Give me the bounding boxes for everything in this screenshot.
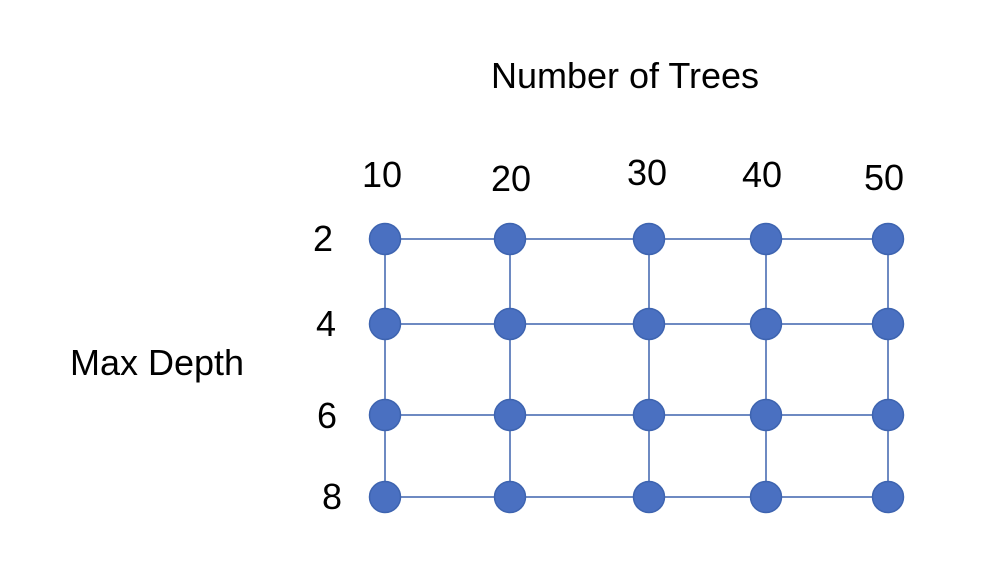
grid-node-trees-40-depth-8 bbox=[749, 480, 783, 514]
column-label-50: 50 bbox=[863, 157, 905, 198]
grid-node-trees-20-depth-2 bbox=[493, 222, 527, 256]
grid-node-trees-20-depth-8 bbox=[493, 480, 527, 514]
grid-node-trees-30-depth-8 bbox=[632, 480, 666, 514]
grid-node-trees-50-depth-8 bbox=[871, 480, 905, 514]
grid-node-trees-10-depth-8 bbox=[368, 480, 402, 514]
grid-node-trees-30-depth-2 bbox=[632, 222, 666, 256]
row-label-6: 6 bbox=[316, 395, 338, 436]
grid-node-trees-40-depth-4 bbox=[749, 307, 783, 341]
column-label-40: 40 bbox=[741, 154, 783, 195]
row-label-4: 4 bbox=[315, 303, 337, 344]
grid-node-trees-20-depth-6 bbox=[493, 398, 527, 432]
grid-node-trees-30-depth-4 bbox=[632, 307, 666, 341]
axis-label-max-depth: Max Depth bbox=[69, 342, 245, 383]
grid-node-trees-40-depth-2 bbox=[749, 222, 783, 256]
grid-node-trees-10-depth-2 bbox=[368, 222, 402, 256]
grid-node-trees-50-depth-2 bbox=[871, 222, 905, 256]
grid-node-trees-40-depth-6 bbox=[749, 398, 783, 432]
column-label-20: 20 bbox=[490, 158, 532, 199]
column-label-10: 10 bbox=[361, 154, 403, 195]
column-label-30: 30 bbox=[626, 152, 668, 193]
title-number-of-trees: Number of Trees bbox=[490, 55, 760, 96]
grid-node-trees-20-depth-4 bbox=[493, 307, 527, 341]
row-label-2: 2 bbox=[312, 218, 334, 259]
grid-node-trees-50-depth-6 bbox=[871, 398, 905, 432]
row-label-8: 8 bbox=[321, 476, 343, 517]
grid-node-trees-10-depth-4 bbox=[368, 307, 402, 341]
grid-node-trees-30-depth-6 bbox=[632, 398, 666, 432]
grid-node-trees-10-depth-6 bbox=[368, 398, 402, 432]
grid-node-trees-50-depth-4 bbox=[871, 307, 905, 341]
